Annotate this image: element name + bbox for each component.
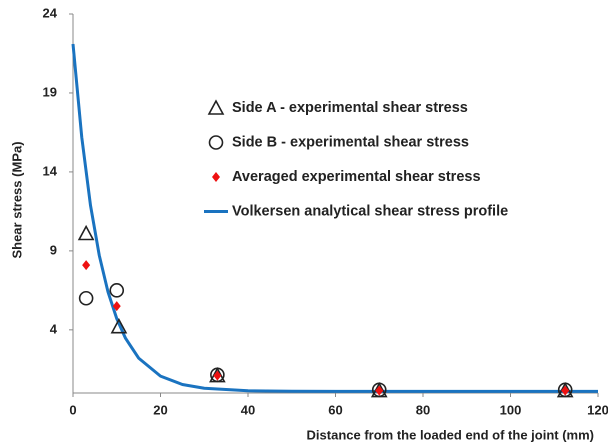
diamond-marker (112, 301, 121, 312)
triangle-marker (110, 317, 128, 334)
y-axis-label: Shear stress (MPa) (9, 141, 24, 258)
legend: Side A - experimental shear stress Side B… (204, 99, 508, 219)
diamond-marker (375, 385, 384, 396)
circle-marker (557, 382, 573, 398)
diamond-marker (213, 370, 222, 381)
x-tick-label: 40 (241, 402, 255, 417)
circle-marker (78, 290, 94, 306)
y-tick-label: 24 (43, 5, 58, 20)
circle-marker (371, 382, 387, 398)
x-tick-label: 20 (153, 402, 167, 417)
legend-label: Side A - experimental shear stress (232, 100, 468, 116)
y-tick-label: 19 (43, 84, 57, 99)
legend-label: Averaged experimental shear stress (232, 169, 481, 185)
y-tick-label: 9 (50, 242, 57, 257)
legend-label: Side B - experimental shear stress (232, 134, 469, 150)
x-tick-label: 60 (328, 402, 342, 417)
x-tick-label: 120 (587, 402, 608, 417)
triangle-marker (77, 224, 95, 241)
x-tick-label: 80 (416, 402, 430, 417)
y-tick-label: 4 (50, 321, 58, 336)
circle-marker (208, 135, 224, 150)
y-tick-label: 14 (43, 163, 58, 178)
diamond-marker (212, 172, 220, 182)
profile-line (71, 43, 598, 393)
x-axis-label: Distance from the loaded end of the join… (307, 427, 594, 442)
diamond-marker (561, 385, 570, 396)
triangle-marker (207, 99, 225, 115)
diamond-marker (82, 260, 91, 271)
x-tick-label: 100 (500, 402, 522, 417)
circle-marker (210, 367, 225, 383)
x-tick-label: 0 (69, 402, 76, 417)
legend-label: Volkersen analytical shear stress profil… (232, 203, 508, 219)
circle-marker (109, 283, 125, 298)
